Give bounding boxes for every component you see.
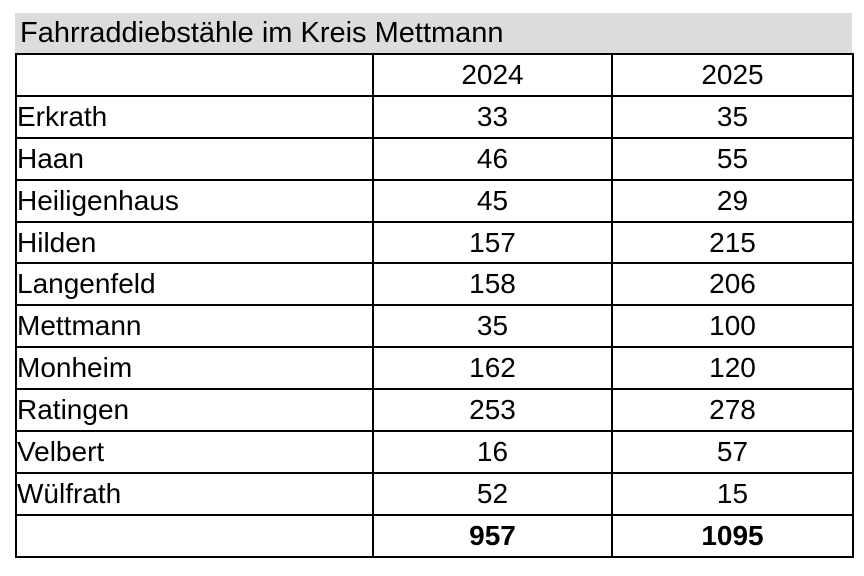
cell-2025: 100 <box>611 304 854 349</box>
cell-2024: 45 <box>372 178 613 223</box>
table-row-wuelfrath: Wülfrath 52 15 <box>15 471 854 516</box>
cell-2025: 29 <box>611 178 854 223</box>
cell-2025: 35 <box>611 94 854 139</box>
cell-2024: 52 <box>372 471 613 516</box>
table-row-mettmann: Mettmann 35 100 <box>15 304 854 349</box>
table-row-haan: Haan 46 55 <box>15 136 854 181</box>
cell-2024: 162 <box>372 346 613 391</box>
cell-2025: 15 <box>611 471 854 516</box>
row-label: Ratingen <box>15 388 374 433</box>
table-row-velbert: Velbert 16 57 <box>15 430 854 474</box>
row-label: Velbert <box>15 430 374 474</box>
row-label: Haan <box>15 136 374 181</box>
totals-label-cell <box>15 513 374 558</box>
header-city-cell <box>15 53 374 97</box>
row-label: Langenfeld <box>15 262 374 307</box>
cell-2025: 57 <box>611 430 854 474</box>
row-label: Hilden <box>15 220 374 265</box>
header-2025-cell: 2025 <box>611 53 854 97</box>
cell-2025-highlighted: 278 <box>611 388 854 433</box>
row-label: Mettmann <box>15 304 374 349</box>
row-label: Heiligenhaus <box>15 178 374 223</box>
cell-2025: 55 <box>611 136 854 181</box>
header-2024-cell: 2024 <box>372 53 613 97</box>
cell-2025: 215 <box>611 220 854 265</box>
total-2025-cell: 1095 <box>611 513 854 558</box>
cell-2024-highlighted: 253 <box>372 388 613 433</box>
header-row: 2024 2025 <box>15 53 854 97</box>
cell-2025: 206 <box>611 262 854 307</box>
total-2024-cell: 957 <box>372 513 613 558</box>
row-label: Erkrath <box>15 94 374 139</box>
table-row-erkrath: Erkrath 33 35 <box>15 94 854 139</box>
table-row-ratingen: Ratingen 253 278 <box>15 388 854 433</box>
cell-2024: 158 <box>372 262 613 307</box>
table-title: Fahrraddiebstähle im Kreis Mettmann <box>15 13 852 53</box>
cell-2024: 46 <box>372 136 613 181</box>
table-row-monheim: Monheim 162 120 <box>15 346 854 391</box>
table-row-langenfeld: Langenfeld 158 206 <box>15 262 854 307</box>
table-row-hilden: Hilden 157 215 <box>15 220 854 265</box>
cell-2024: 35 <box>372 304 613 349</box>
totals-row: 957 1095 <box>15 513 854 558</box>
row-label: Monheim <box>15 346 374 391</box>
cell-2025: 120 <box>611 346 854 391</box>
row-label: Wülfrath <box>15 471 374 516</box>
cell-2024: 157 <box>372 220 613 265</box>
data-table: 2024 2025 Erkrath 33 35 Haan 46 55 Heili… <box>15 53 854 558</box>
cell-2024: 33 <box>372 94 613 139</box>
table-row-heiligenhaus: Heiligenhaus 45 29 <box>15 178 854 223</box>
cell-2024: 16 <box>372 430 613 474</box>
